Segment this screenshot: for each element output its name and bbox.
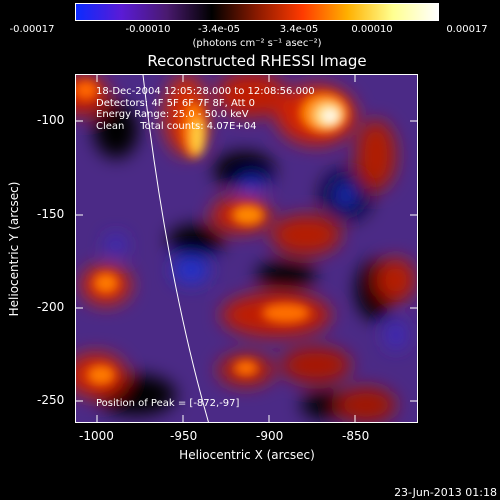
solar-limb [142, 75, 209, 422]
image-title: Reconstructed RHESSI Image [147, 52, 367, 70]
colorbar-tick-label: 0.00010 [351, 24, 393, 35]
colorbar-tick-label: -3.4e-05 [198, 24, 240, 35]
rhessi-image [76, 75, 417, 422]
x-tick-label: -900 [256, 429, 284, 443]
colorbar-units: (photons cm⁻² s⁻¹ asec⁻²) [192, 38, 322, 49]
info-time-range: 18-Dec-2004 12:05:28.000 to 12:08:56.000 [96, 86, 315, 97]
y-tick-label: -200 [37, 300, 65, 314]
info-energy-range: Energy Range: 25.0 - 50.0 keV [96, 109, 249, 120]
colorbar-tick-label: 0.00017 [446, 24, 488, 35]
x-tick-label: -950 [170, 429, 198, 443]
peak-position: Position of Peak = [-872,-97] [96, 398, 240, 409]
x-axis-label: Heliocentric X (arcsec) [179, 448, 315, 462]
footer-timestamp: 23-Jun-2013 01:18 [394, 486, 497, 499]
x-tick-label: -850 [342, 429, 370, 443]
x-tick-label: -1000 [79, 429, 114, 443]
y-axis-label: Heliocentric Y (arcsec) [7, 181, 21, 317]
y-tick-label: -150 [37, 207, 65, 221]
colorbar [75, 3, 439, 21]
y-tick-label: -250 [37, 393, 65, 407]
y-tick-label: -100 [37, 113, 65, 127]
info-detectors: Detectors: 4F 5F 6F 7F 8F, Att 0 [96, 97, 256, 109]
colorbar-tick-label: -0.00010 [125, 24, 171, 35]
info-total-counts: Clean Total counts: 4.07E+04 [96, 120, 257, 132]
image-plot [75, 74, 418, 423]
colorbar-tick-label: -0.00017 [9, 24, 55, 35]
colorbar-tick-label: 3.4e-05 [279, 24, 319, 35]
